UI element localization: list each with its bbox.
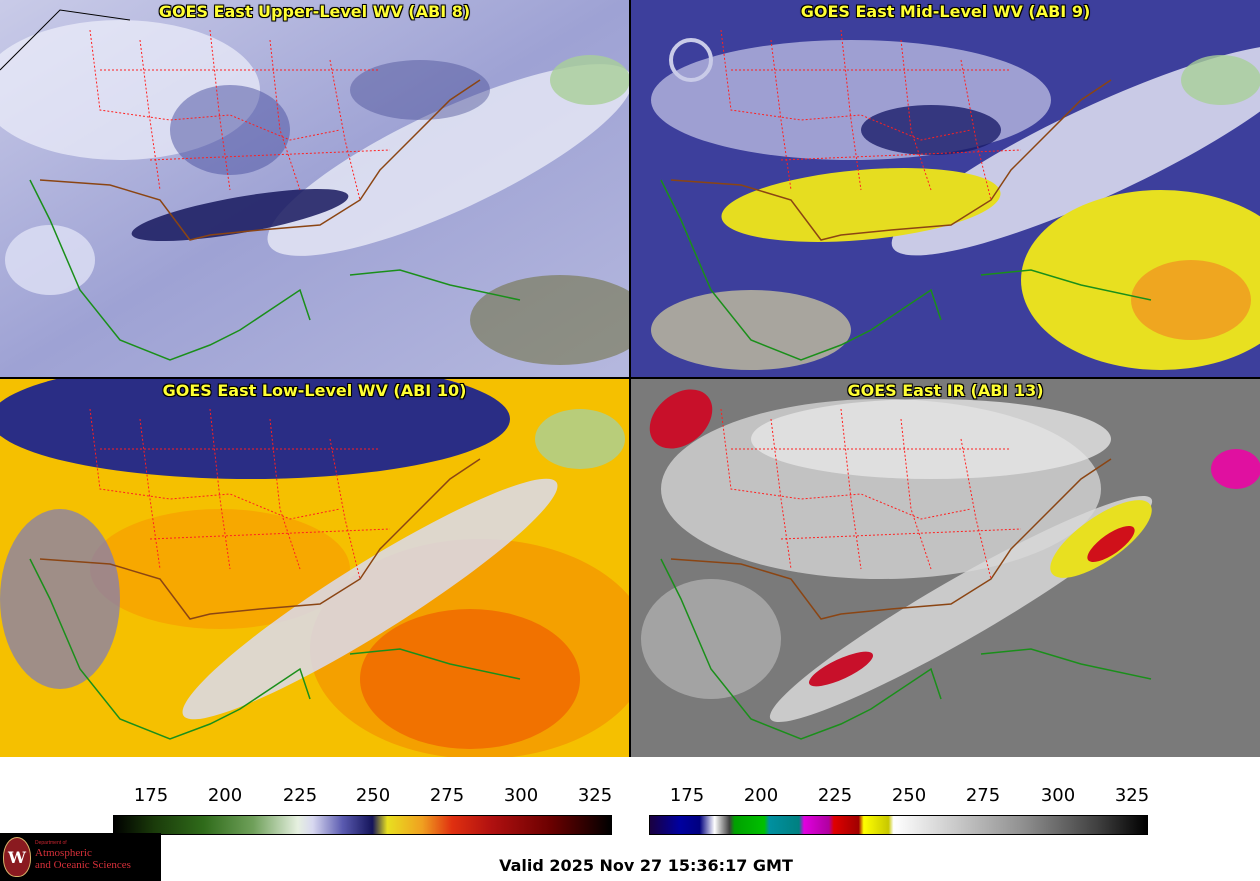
- wv-tick-label: 225: [282, 785, 318, 806]
- wv-tick-label: 325: [577, 785, 613, 806]
- panel-title: GOES East IR (ABI 13): [847, 381, 1044, 400]
- low-level-wv-image: [0, 379, 629, 757]
- logo-line1: Atmospheric: [35, 847, 92, 859]
- mid-level-wv-image: [631, 0, 1260, 377]
- wv-tick-label: 275: [429, 785, 465, 806]
- panel-title: GOES East Upper-Level WV (ABI 8): [158, 2, 471, 21]
- ir-tick-label: 325: [1114, 785, 1150, 806]
- wv-colorbar: [113, 815, 612, 835]
- logo-dept: Department of: [35, 840, 67, 846]
- panel-ir: GOES East IR (ABI 13): [631, 379, 1260, 757]
- panel-mid-level-wv: GOES East Mid-Level WV (ABI 9): [631, 0, 1260, 377]
- ir-tick-label: 225: [817, 785, 853, 806]
- ir-image: [631, 379, 1260, 757]
- wv-tick-label: 300: [503, 785, 539, 806]
- ir-tick-label: 250: [891, 785, 927, 806]
- panel-low-level-wv: GOES East Low-Level WV (ABI 10): [0, 379, 629, 757]
- wv-tick-label: 200: [207, 785, 243, 806]
- ir-tick-label: 200: [743, 785, 779, 806]
- ir-colorbar-ticks: 175 200 225 250 275 300 325: [630, 785, 1260, 806]
- ir-tick-label: 275: [965, 785, 1001, 806]
- ir-tick-label: 300: [1040, 785, 1076, 806]
- panel-title: GOES East Mid-Level WV (ABI 9): [800, 2, 1091, 21]
- ir-colorbar: [649, 815, 1148, 835]
- panel-divider-horizontal: [0, 377, 1260, 379]
- valid-time: Valid 2025 Nov 27 15:36:17 GMT: [499, 856, 793, 875]
- wv-tick-label: 250: [355, 785, 391, 806]
- panel-title: GOES East Low-Level WV (ABI 10): [162, 381, 467, 400]
- panel-upper-level-wv: GOES East Upper-Level WV (ABI 8): [0, 0, 629, 377]
- upper-level-wv-image: [0, 0, 629, 377]
- uw-seal-icon: W: [3, 837, 31, 877]
- wv-tick-label: 175: [133, 785, 169, 806]
- logo-line2: and Oceanic Sciences: [35, 859, 131, 871]
- ir-tick-label: 175: [669, 785, 705, 806]
- wv-colorbar-ticks: 175 200 225 250 275 300 325: [0, 785, 630, 806]
- aos-logo: W Department of Atmospheric and Oceanic …: [0, 833, 161, 881]
